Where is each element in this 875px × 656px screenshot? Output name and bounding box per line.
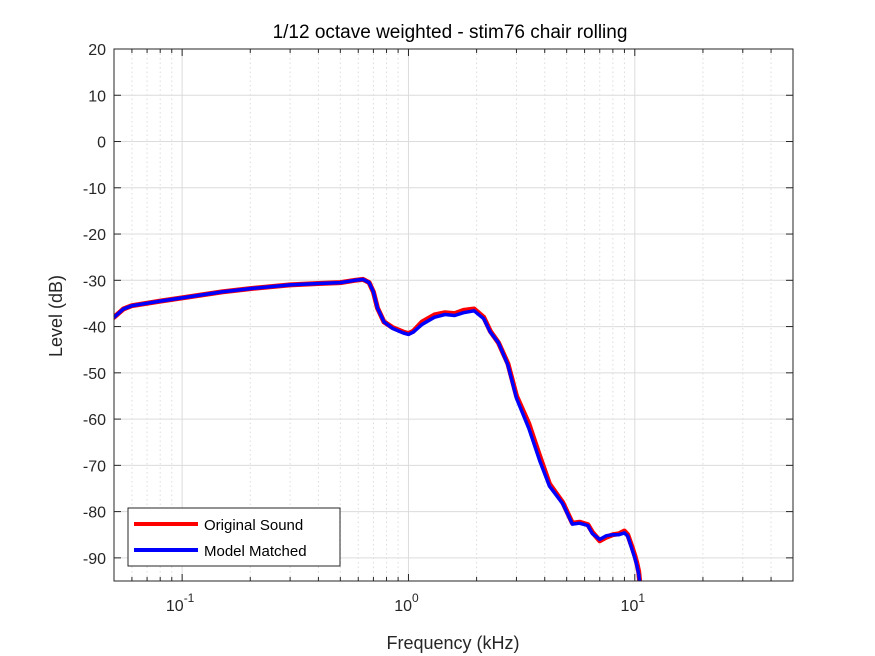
x-tick-label: 10-1 [166, 591, 195, 615]
y-tick-label: -40 [83, 320, 106, 337]
x-tick-label: 100 [394, 591, 419, 615]
y-axis-label: Level (dB) [46, 275, 66, 357]
y-tick-label: -60 [83, 412, 106, 429]
y-tick-label: -20 [83, 227, 106, 244]
series-line-model-matched [114, 277, 642, 581]
series-layer [114, 276, 643, 581]
legend-label-model-matched: Model Matched [204, 543, 307, 560]
y-tick-label: -50 [83, 366, 106, 383]
legend-box [127, 507, 341, 567]
y-tick-label: 10 [88, 88, 106, 105]
x-axis-label: Frequency (kHz) [386, 633, 519, 653]
legend: Original Sound Model Matched [127, 507, 341, 567]
legend-label-original-sound: Original Sound [204, 517, 303, 534]
y-tick-label: 0 [97, 135, 106, 152]
y-tick-label: -80 [83, 505, 106, 522]
y-tick-label: -90 [83, 551, 106, 568]
axes-box [113, 48, 794, 582]
tick-marks [114, 48, 793, 581]
x-tick-labels: 10-1 100 101 [166, 591, 645, 615]
y-tick-label: -70 [83, 458, 106, 475]
y-tick-label: -30 [83, 273, 106, 290]
y-tick-label: -10 [83, 181, 106, 198]
y-tick-labels: 20 10 0 -10 -20 -30 -40 -50 -60 -70 -80 -90 [83, 42, 106, 568]
x-tick-label: 101 [621, 591, 646, 615]
y-tick-label: 20 [88, 42, 106, 59]
chart-title: 1/12 octave weighted - stim76 chair roll… [273, 22, 628, 43]
